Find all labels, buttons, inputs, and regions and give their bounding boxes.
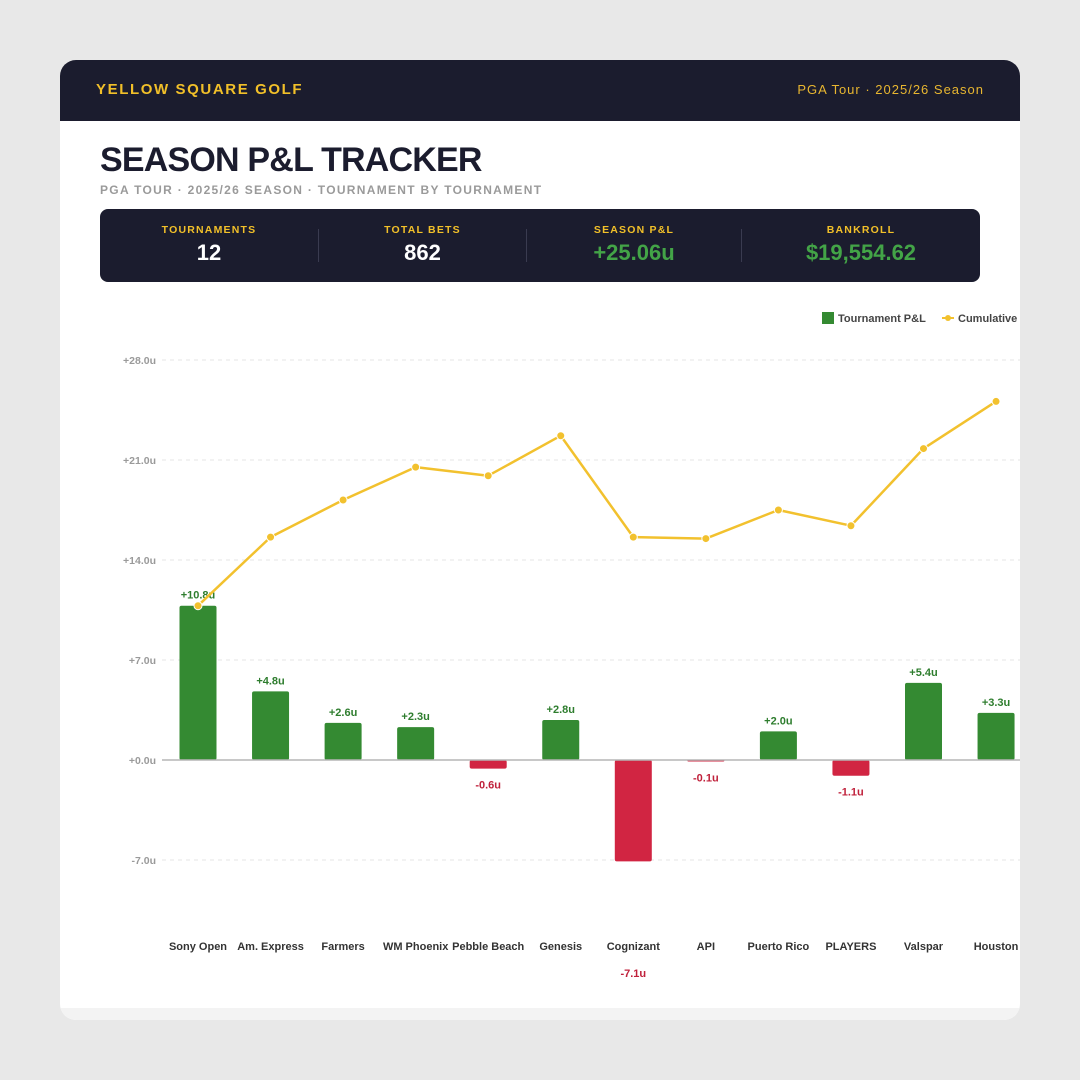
top-bar: YELLOW SQUARE GOLF PGA Tour · 2025/26 Se… bbox=[60, 60, 1020, 121]
stat-label: TOURNAMENTS bbox=[161, 224, 257, 236]
tracker-card: YELLOW SQUARE GOLF PGA Tour · 2025/26 Se… bbox=[60, 60, 1020, 1020]
bar-value-label: +3.3u bbox=[982, 697, 1010, 709]
cumulative-point bbox=[846, 521, 856, 531]
stat-label: BANKROLL bbox=[826, 224, 896, 236]
x-tick-label: Sony Open bbox=[169, 941, 227, 953]
x-tick-label: WM Phoenix bbox=[383, 941, 449, 953]
bar bbox=[179, 605, 217, 760]
bar bbox=[542, 720, 580, 760]
bar-value-label: -0.1u bbox=[693, 772, 719, 784]
cumulative-point bbox=[991, 396, 1001, 406]
bar-value-label: -0.6u bbox=[475, 780, 501, 792]
stat-bankroll: BANKROLL $19,554.62 bbox=[742, 209, 980, 282]
x-tick-label: Puerto Rico bbox=[748, 941, 810, 953]
bar bbox=[977, 712, 1015, 760]
cumulative-point bbox=[193, 601, 203, 611]
bar bbox=[905, 682, 942, 760]
bar bbox=[832, 760, 870, 776]
x-tick-label: Pebble Beach bbox=[452, 941, 524, 953]
bar-value-label: +2.0u bbox=[764, 715, 792, 727]
stat-label: SEASON P&L bbox=[593, 224, 675, 236]
bar-value-label: -1.1u bbox=[838, 787, 864, 799]
x-tick-label: Genesis bbox=[539, 941, 582, 953]
season-tag: PGA Tour · 2025/26 Season bbox=[797, 82, 984, 97]
legend-label-line: Cumulative bbox=[958, 313, 1017, 325]
stat-divider bbox=[318, 229, 319, 262]
cumulative-point bbox=[701, 534, 711, 544]
cumulative-point bbox=[628, 532, 638, 542]
card-footer-strip bbox=[60, 1008, 1020, 1020]
x-tick-label: Cognizant bbox=[607, 941, 660, 953]
stat-tournaments: TOURNAMENTS 12 bbox=[100, 209, 318, 282]
stat-label: TOTAL BETS bbox=[384, 224, 461, 236]
y-tick-label: +21.0u bbox=[123, 455, 156, 467]
x-tick-label: Houston bbox=[974, 941, 1019, 953]
stat-divider bbox=[526, 229, 527, 262]
x-tick-label: API bbox=[697, 941, 715, 953]
bar bbox=[252, 691, 290, 760]
x-tick-label: Am. Express bbox=[237, 941, 304, 953]
bar-value-label: +2.3u bbox=[401, 711, 429, 723]
stat-value: +25.06u bbox=[593, 240, 675, 265]
stat-total-bets: TOTAL BETS 862 bbox=[319, 209, 526, 282]
bar bbox=[614, 760, 652, 862]
page-subtitle: PGA TOUR · 2025/26 SEASON · TOURNAMENT B… bbox=[100, 183, 543, 197]
x-tick-label: PLAYERS bbox=[825, 941, 876, 953]
cumulative-line bbox=[197, 400, 997, 607]
bar-value-label: +2.6u bbox=[329, 707, 357, 719]
cumulative-point bbox=[411, 462, 421, 472]
bar bbox=[324, 722, 362, 760]
cumulative-point bbox=[919, 444, 928, 454]
bar bbox=[469, 760, 507, 769]
legend-label-bar: Tournament P&L bbox=[838, 313, 926, 325]
y-tick-label: +0.0u bbox=[129, 755, 156, 767]
bar-value-label: +5.4u bbox=[909, 667, 937, 679]
page-title: SEASON P&L TRACKER bbox=[100, 141, 482, 179]
stat-value: 862 bbox=[404, 240, 441, 265]
bar-value-label: +2.8u bbox=[547, 704, 575, 716]
bar-value-label: -7.1u bbox=[620, 968, 646, 980]
stat-value: 12 bbox=[196, 240, 222, 265]
y-tick-label: -7.0u bbox=[131, 855, 156, 867]
brand-name: YELLOW SQUARE GOLF bbox=[96, 81, 304, 98]
bar bbox=[397, 727, 435, 760]
cumulative-point bbox=[483, 471, 493, 481]
legend-swatch-point bbox=[945, 315, 951, 321]
bar bbox=[759, 731, 797, 760]
y-tick-label: +14.0u bbox=[123, 555, 156, 567]
stat-season-pl: SEASON P&L +25.06u bbox=[527, 209, 741, 282]
bar-value-label: +4.8u bbox=[256, 675, 284, 687]
x-tick-label: Valspar bbox=[904, 941, 944, 953]
y-tick-label: +7.0u bbox=[129, 655, 156, 667]
pl-chart-svg: +28.0u+21.0u+14.0u+7.0u+0.0u-7.0u+10.8u+… bbox=[123, 312, 1020, 980]
stats-panel: TOURNAMENTS 12 TOTAL BETS 862 SEASON P&L… bbox=[100, 209, 980, 282]
legend-swatch-bar bbox=[822, 312, 834, 324]
stat-value: $19,554.62 bbox=[805, 240, 917, 265]
stat-divider bbox=[741, 229, 742, 262]
cumulative-point bbox=[266, 532, 276, 542]
x-tick-label: Farmers bbox=[321, 941, 364, 953]
cumulative-point bbox=[773, 505, 783, 515]
pl-chart: +28.0u +21.0u +14.0u +7.0u +0.0u -7.0u +10.8u +… bbox=[60, 300, 1020, 1020]
cumulative-point bbox=[556, 431, 566, 441]
y-tick-label: +28.0u bbox=[123, 355, 156, 367]
cumulative-point bbox=[338, 495, 348, 505]
